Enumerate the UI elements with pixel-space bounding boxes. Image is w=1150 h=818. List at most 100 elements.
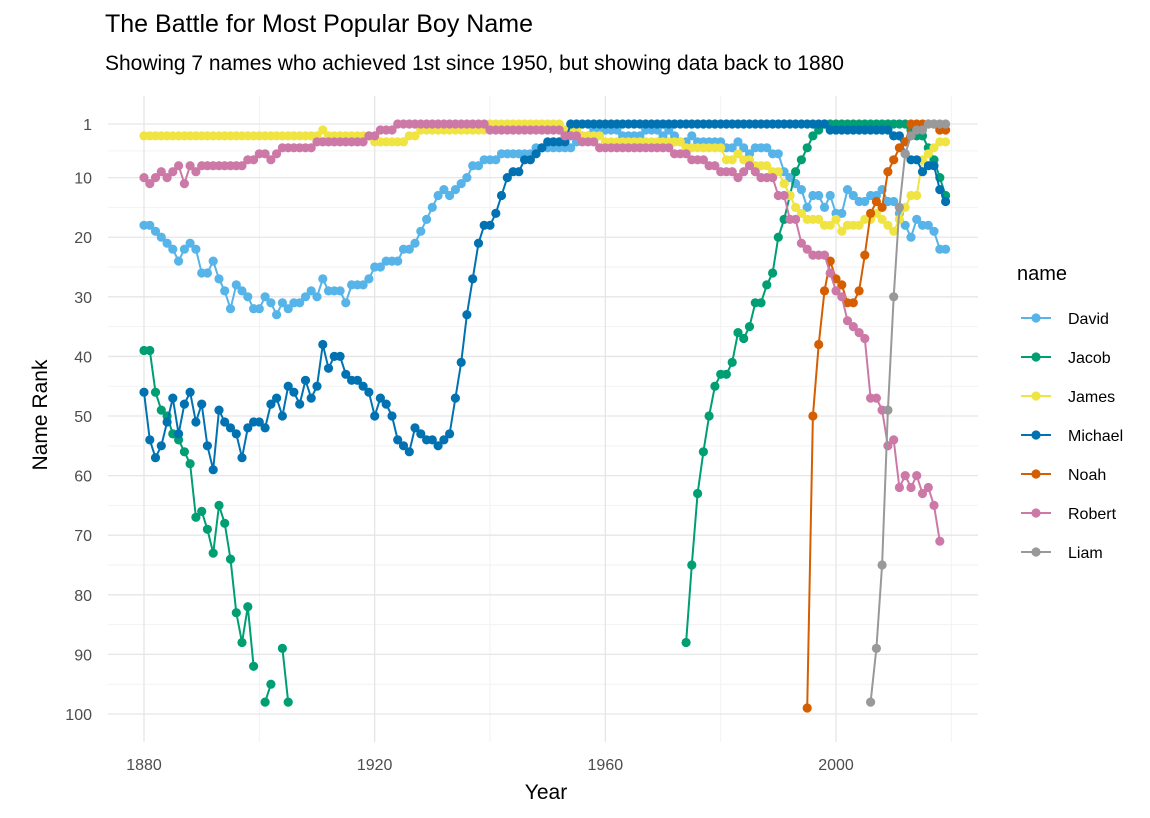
data-point-jacob (681, 637, 691, 648)
data-point-michael (462, 310, 472, 320)
data-point-jacob (756, 298, 766, 308)
data-point-michael (139, 387, 149, 397)
data-point-robert (842, 316, 853, 326)
data-point-michael (514, 167, 524, 177)
data-point-jacob (225, 554, 236, 564)
data-point-michael (445, 429, 455, 439)
data-point-james (773, 167, 783, 177)
data-point-liam (900, 149, 910, 159)
data-point-robert (923, 482, 933, 493)
data-point-jacob (191, 512, 201, 522)
data-point-michael (404, 447, 414, 457)
data-point-david (283, 304, 293, 314)
data-point-david (393, 256, 403, 266)
data-point-robert (266, 155, 276, 165)
data-point-michael (883, 125, 893, 135)
data-point-james (675, 137, 685, 147)
series-layer (139, 119, 951, 713)
legend-label: Robert (1068, 506, 1117, 523)
data-point-noah (854, 286, 864, 296)
data-point-david (422, 214, 432, 224)
data-point-jacob (243, 602, 253, 612)
data-point-david (168, 244, 178, 254)
data-point-michael (381, 399, 391, 409)
data-point-michael (473, 238, 484, 248)
data-point-robert (739, 167, 749, 177)
data-point-david (277, 298, 287, 308)
data-point-robert (664, 143, 674, 153)
data-point-robert (589, 137, 599, 147)
data-point-michael (254, 417, 264, 427)
data-point-robert (894, 482, 905, 493)
data-point-michael (225, 423, 236, 433)
data-point-david (825, 190, 835, 201)
data-point-robert (174, 161, 184, 171)
data-point-david (260, 292, 270, 302)
y-tick-label: 100 (65, 707, 92, 724)
data-point-michael (185, 387, 195, 397)
chart-subtitle: Showing 7 names who achieved 1st since 1… (105, 52, 844, 75)
data-point-david (860, 196, 870, 207)
data-point-michael (485, 220, 495, 230)
data-point-jacob (150, 387, 161, 397)
data-point-michael (214, 405, 224, 415)
data-point-robert (831, 286, 841, 296)
data-point-david (450, 185, 460, 195)
data-point-michael (537, 143, 547, 153)
data-point-david (941, 244, 951, 254)
data-point-robert (889, 435, 899, 445)
data-point-david (433, 190, 443, 201)
data-point-robert (272, 149, 282, 159)
data-point-robert (906, 482, 916, 493)
y-tick-label: 40 (74, 349, 92, 366)
data-point-robert (727, 167, 737, 177)
data-point-david (491, 155, 501, 165)
data-point-jacob (704, 411, 714, 421)
data-point-david (727, 143, 737, 153)
data-point-michael (416, 429, 426, 439)
data-point-robert (744, 161, 755, 171)
data-point-jacob (220, 518, 230, 528)
data-point-david (266, 298, 276, 308)
data-point-jacob (693, 488, 703, 499)
data-point-david (185, 238, 195, 248)
data-point-michael (237, 453, 247, 463)
data-point-jacob (214, 500, 224, 510)
data-point-liam (877, 560, 887, 570)
data-point-david (923, 220, 933, 230)
data-point-noah (808, 411, 818, 421)
series-noah (802, 119, 951, 713)
data-point-james (877, 214, 887, 224)
data-point-robert (237, 161, 247, 171)
data-point-michael (491, 208, 501, 218)
data-point-jacob (179, 447, 189, 457)
data-point-david (848, 190, 858, 201)
data-point-david (687, 131, 697, 141)
data-point-liam (894, 202, 905, 212)
data-point-david (739, 143, 749, 153)
data-point-michael (375, 393, 385, 403)
data-point-jacob (773, 232, 783, 242)
data-point-robert (156, 167, 166, 177)
data-point-jacob (796, 155, 807, 165)
data-point-noah (814, 339, 824, 350)
data-point-michael (168, 393, 178, 403)
legend-key-point (1031, 430, 1041, 440)
data-point-david (375, 262, 385, 272)
legend-title: name (1017, 263, 1067, 285)
data-point-jacob (698, 447, 709, 457)
y-tick-label: 60 (74, 469, 92, 486)
data-point-david (900, 220, 910, 230)
data-point-david (906, 232, 916, 242)
data-point-james (889, 226, 899, 236)
y-tick-label: 10 (74, 171, 92, 188)
legend-label: Liam (1068, 545, 1103, 562)
data-point-liam (906, 131, 916, 141)
legend-label: Michael (1068, 428, 1123, 445)
data-point-david (202, 268, 212, 278)
data-point-michael (208, 465, 218, 475)
data-point-david (733, 137, 743, 147)
data-point-james (814, 214, 824, 224)
data-point-michael (410, 423, 420, 433)
data-point-david (819, 202, 830, 212)
